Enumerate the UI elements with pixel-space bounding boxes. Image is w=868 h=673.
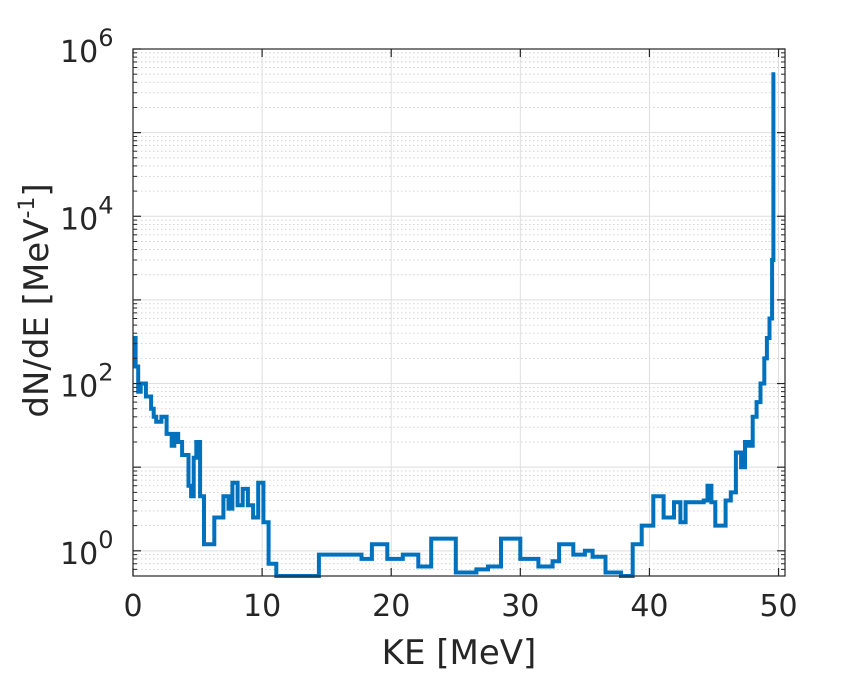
x-tick-label: 40 [630,589,668,624]
spectrum-step-line [133,72,776,578]
y-tick-label-base: 10 [60,537,98,572]
tick-marks [132,48,785,577]
y-tick-label-exponent: 6 [98,24,113,52]
x-tick-label: 0 [123,589,142,624]
x-tick-label: 10 [243,589,281,624]
y-tick-label: 104 [60,191,113,237]
x-tick-label: 20 [372,589,410,624]
y-tick-label-base: 10 [60,202,98,237]
y-tick-label-base: 10 [60,370,98,405]
y-tick-label-base: 10 [60,35,98,70]
y-tick-label-exponent: 4 [98,191,113,219]
y-tick-label: 100 [60,526,113,572]
y-axis-title-exponent: -1 [15,197,40,219]
x-tick-label: 30 [501,589,539,624]
y-tick-label-exponent: 0 [98,526,113,554]
x-tick-labels: 0 10 20 30 40 50 [123,589,797,624]
y-tick-label: 106 [60,24,113,70]
y-tick-label: 102 [60,359,113,405]
series-layer [133,72,776,578]
x-axis-title: KE [MeV] [382,633,537,673]
y-axis-title-suffix: ] [17,183,57,196]
y-axis-title-base: dN/dE [MeV [17,219,57,418]
y-axis-title: dN/dE [MeV-1] [15,183,57,417]
y-tick-label-exponent: 2 [98,359,113,387]
x-tick-label: 50 [759,589,797,624]
minor-grid [133,52,785,577]
